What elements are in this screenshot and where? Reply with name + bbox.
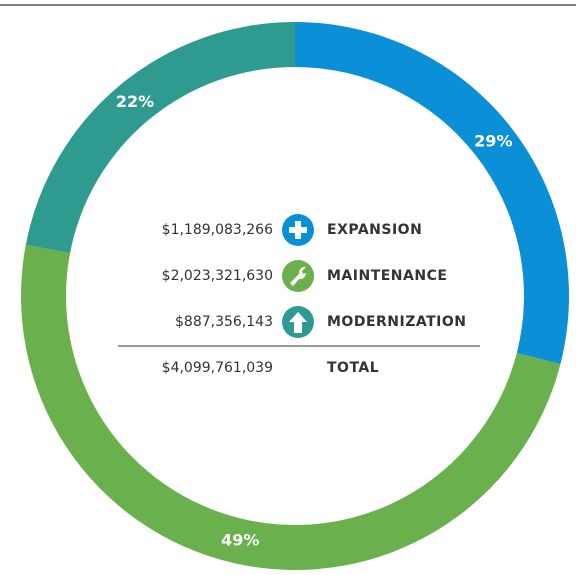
- segment-label: 22%: [116, 92, 154, 111]
- segment-label: 49%: [221, 530, 259, 549]
- icon-glyph: [290, 266, 307, 286]
- donut-segment: [25, 22, 295, 254]
- legend-icon: [282, 214, 314, 246]
- legend-label: EXPANSION: [327, 222, 422, 238]
- total-label: TOTAL: [327, 360, 379, 376]
- icon-glyph: [289, 221, 307, 239]
- legend-label: MODERNIZATION: [327, 314, 467, 330]
- amount: $2,023,321,630: [162, 268, 273, 284]
- segment-label: 29%: [474, 132, 512, 151]
- icon-glyph: [289, 312, 307, 333]
- donut-segment: [295, 22, 570, 365]
- donut-segment: [21, 244, 561, 570]
- total-amount: $4,099,761,039: [162, 360, 273, 376]
- amount: $1,189,083,266: [162, 222, 273, 238]
- legend-icon: [282, 260, 314, 292]
- amount: $887,356,143: [175, 314, 273, 330]
- legend-icon: [282, 306, 314, 338]
- legend-label: MAINTENANCE: [327, 268, 447, 284]
